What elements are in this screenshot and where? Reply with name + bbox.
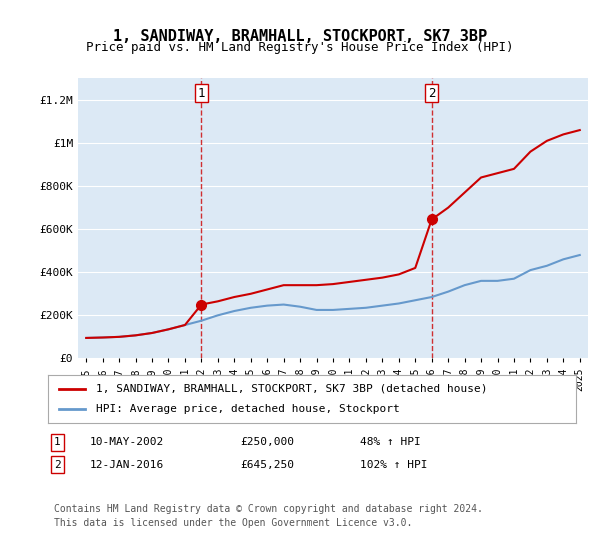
Text: 1, SANDIWAY, BRAMHALL, STOCKPORT, SK7 3BP: 1, SANDIWAY, BRAMHALL, STOCKPORT, SK7 3B… xyxy=(113,29,487,44)
Text: 2: 2 xyxy=(428,87,436,100)
Text: 12-JAN-2016: 12-JAN-2016 xyxy=(90,460,164,470)
Text: 48% ↑ HPI: 48% ↑ HPI xyxy=(360,437,421,447)
Text: 10-MAY-2002: 10-MAY-2002 xyxy=(90,437,164,447)
Text: 1: 1 xyxy=(197,87,205,100)
Text: Contains HM Land Registry data © Crown copyright and database right 2024.: Contains HM Land Registry data © Crown c… xyxy=(54,505,483,515)
Text: Price paid vs. HM Land Registry's House Price Index (HPI): Price paid vs. HM Land Registry's House … xyxy=(86,41,514,54)
Text: 102% ↑ HPI: 102% ↑ HPI xyxy=(360,460,427,470)
Text: This data is licensed under the Open Government Licence v3.0.: This data is licensed under the Open Gov… xyxy=(54,519,412,529)
Text: 2: 2 xyxy=(54,460,61,470)
Text: £645,250: £645,250 xyxy=(240,460,294,470)
Text: £250,000: £250,000 xyxy=(240,437,294,447)
Text: 1: 1 xyxy=(54,437,61,447)
Text: HPI: Average price, detached house, Stockport: HPI: Average price, detached house, Stoc… xyxy=(95,404,399,414)
Text: 1, SANDIWAY, BRAMHALL, STOCKPORT, SK7 3BP (detached house): 1, SANDIWAY, BRAMHALL, STOCKPORT, SK7 3B… xyxy=(95,384,487,394)
